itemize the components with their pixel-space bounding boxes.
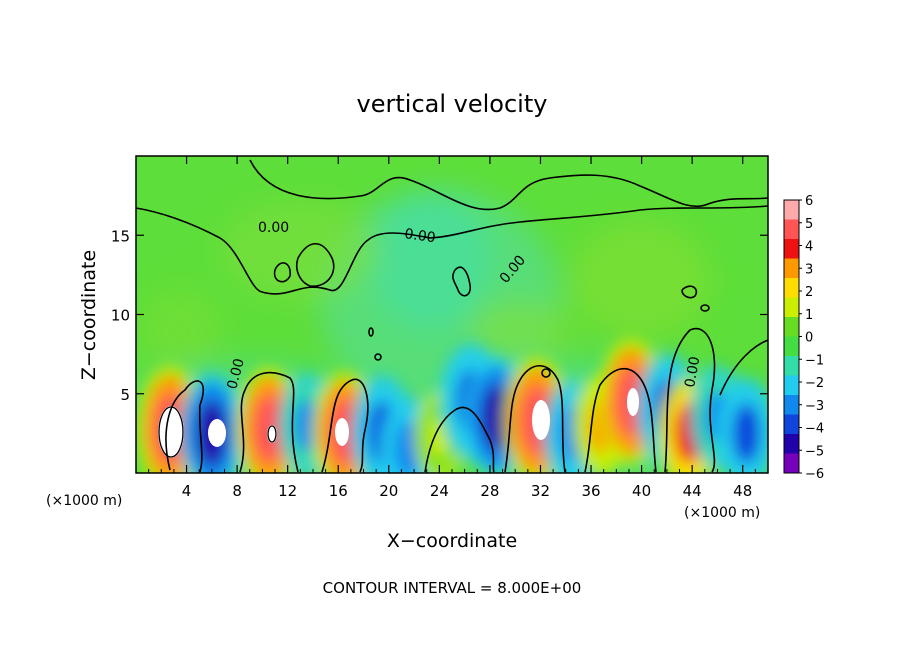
- colorbar-swatch: [784, 453, 799, 474]
- colorbar-swatch: [784, 336, 799, 357]
- colorbar-swatch: [784, 356, 799, 376]
- chart-title: vertical velocity: [357, 90, 548, 118]
- x-axis: 4 8 12 16 20 24 28 32 36 40 44 48: [148, 156, 756, 500]
- colorbar-label: −4: [805, 422, 824, 437]
- x-unit-label: (×1000 m): [46, 493, 122, 509]
- contour-label: 0.00: [258, 220, 289, 236]
- y-tick-label: 5: [120, 386, 130, 404]
- colorbar-label: −5: [805, 444, 824, 459]
- contour-label: 0.00: [403, 226, 436, 246]
- colorbar-label: 6: [805, 194, 813, 209]
- colorbar-swatch: [784, 219, 799, 240]
- colorbar-label: −6: [805, 467, 824, 482]
- colorbar-label: 3: [805, 262, 813, 277]
- colorbar-label: 5: [805, 217, 813, 232]
- x-tick-label: 16: [329, 482, 348, 500]
- field-shading: [136, 190, 768, 473]
- x-tick-label: 48: [733, 482, 752, 500]
- x-tick-label: 40: [632, 482, 651, 500]
- colorbar-label: 2: [805, 285, 813, 300]
- y-axis-label: Z−coordinate: [78, 250, 100, 380]
- colorbar-swatch: [784, 258, 799, 279]
- colorbar-swatch: [784, 317, 799, 337]
- x-tick-label: 24: [430, 482, 449, 500]
- plot-area: [136, 156, 768, 473]
- colorbar-swatch: [784, 200, 799, 220]
- colorbar-label: −1: [805, 353, 824, 368]
- colorbar-swatch: [784, 297, 799, 318]
- x-tick-label: 32: [531, 482, 550, 500]
- white-core-outlines: [158, 406, 277, 458]
- colorbar-label: −2: [805, 376, 824, 391]
- colorbar: 6 5 4 3 2 1 0 −1 −2 −3 −4 −5 −6: [783, 194, 824, 482]
- x-axis-label: X−coordinate: [387, 530, 517, 552]
- colorbar-label: 4: [805, 240, 813, 255]
- x-tick-label: 20: [379, 482, 398, 500]
- velocity-cell-core: [732, 403, 761, 464]
- colorbar-swatch: [784, 375, 799, 396]
- y-axis: 5 10 15: [111, 227, 768, 404]
- colorbar-label: −3: [805, 399, 824, 414]
- x-tick-label: 44: [683, 482, 702, 500]
- colorbar-swatch: [784, 414, 799, 435]
- y-tick-label: 10: [111, 307, 130, 325]
- colorbar-swatch: [784, 395, 799, 415]
- x-tick-label: 12: [278, 482, 297, 500]
- contour-interval-footer: CONTOUR INTERVAL = 8.000E+00: [323, 579, 582, 597]
- colorbar-label: 0: [805, 331, 813, 346]
- x-tick-label: 4: [182, 482, 192, 500]
- colorbar-swatch: [784, 434, 799, 454]
- cell-cores: [158, 388, 639, 458]
- x-tick-label: 36: [581, 482, 600, 500]
- y-tick-label: 15: [111, 227, 130, 245]
- colorbar-swatch: [784, 239, 799, 259]
- velocity-cells: [136, 338, 768, 473]
- x-tick-label: 8: [232, 482, 242, 500]
- contour-label: 0.00: [682, 355, 703, 388]
- zero-contours: [136, 159, 768, 473]
- colorbar-label: 1: [805, 308, 813, 323]
- x-unit-label-right: (×1000 m): [684, 505, 760, 521]
- colorbar-swatch: [784, 278, 799, 298]
- x-tick-label: 28: [480, 482, 499, 500]
- contour-label: 0.00: [224, 357, 248, 391]
